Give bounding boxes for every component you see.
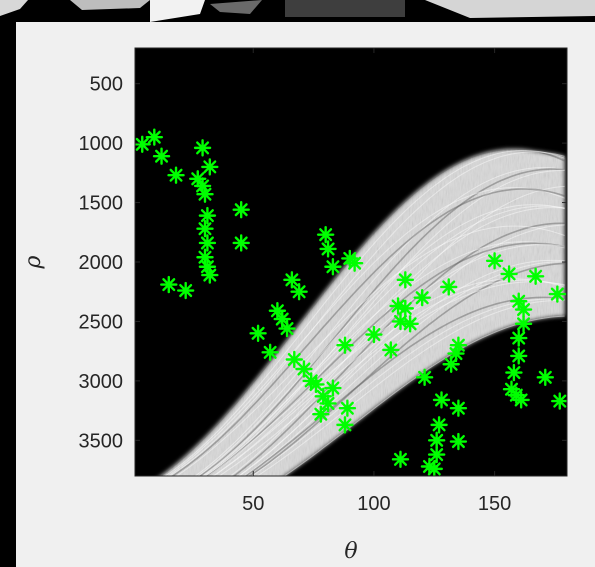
peak-marker <box>510 329 528 347</box>
y-tick-label: 500 <box>90 74 123 96</box>
y-axis-label: ρ <box>21 255 46 269</box>
peak-marker <box>449 432 468 451</box>
peak-marker <box>427 431 446 450</box>
peak-marker <box>425 460 443 476</box>
x-axis-ticks: 50 100 150 <box>242 48 511 515</box>
peak-marker <box>396 271 415 289</box>
peak-marker <box>336 336 354 354</box>
peak-marker <box>514 315 533 333</box>
y-tick-label: 3000 <box>79 371 124 393</box>
peak-marker <box>312 405 330 423</box>
peak-marker <box>548 285 567 303</box>
peak-marker <box>449 336 468 354</box>
peak-marker <box>485 252 504 270</box>
peak-marker <box>324 258 342 276</box>
peak-marker <box>295 360 313 378</box>
peak-marker <box>391 450 410 469</box>
peak-marker <box>145 128 164 146</box>
figure-panel: 50 100 150 500 1000 1500 2000 2500 3000 3500 θ ρ <box>16 22 595 567</box>
peak-marker <box>290 283 308 301</box>
peak-marker <box>338 399 357 417</box>
peak-marker <box>336 416 354 434</box>
peak-markers <box>135 128 567 476</box>
y-tick-label: 2000 <box>79 252 124 274</box>
peak-marker <box>365 325 383 344</box>
y-axis-ticks: 500 1000 1500 2000 2500 3000 3500 <box>79 74 567 452</box>
peak-marker <box>196 185 214 203</box>
image-strip-top <box>0 0 595 22</box>
peak-marker <box>283 271 301 289</box>
peak-marker <box>307 375 325 394</box>
x-tick-label: 150 <box>478 493 511 515</box>
peak-marker <box>442 355 460 373</box>
peak-marker <box>551 392 567 410</box>
peak-marker <box>382 341 400 359</box>
peak-marker <box>449 399 468 417</box>
peak-marker <box>167 166 185 184</box>
peak-marker <box>160 275 178 294</box>
image-strip-graphic <box>0 0 595 22</box>
peak-marker <box>401 315 419 333</box>
peak-marker <box>232 200 250 219</box>
peak-marker <box>514 300 533 319</box>
peak-marker <box>432 391 451 409</box>
peak-marker <box>152 147 171 165</box>
peak-marker <box>261 343 279 362</box>
hough-accumulator-image <box>159 148 565 476</box>
peak-marker <box>505 363 523 382</box>
y-tick-label: 1500 <box>79 193 124 215</box>
peak-marker <box>201 158 219 176</box>
peak-marker <box>135 135 151 154</box>
peak-marker <box>526 267 545 285</box>
peak-marker <box>198 234 217 252</box>
peak-marker <box>201 266 219 284</box>
peak-marker <box>430 416 448 434</box>
peak-marker <box>198 206 217 225</box>
peak-marker <box>324 379 342 397</box>
peak-marker <box>427 445 446 464</box>
peak-marker <box>319 394 337 413</box>
x-tick-label: 100 <box>357 493 390 515</box>
peak-marker <box>249 324 267 343</box>
peak-marker <box>440 278 458 296</box>
peak-marker <box>316 225 335 244</box>
peak-marker <box>345 254 364 272</box>
peak-marker <box>176 281 195 300</box>
peak-marker <box>396 299 415 318</box>
peak-marker <box>193 139 212 157</box>
peak-marker <box>189 170 207 188</box>
x-axis-label: θ <box>344 539 357 564</box>
peak-marker <box>415 368 434 387</box>
peak-marker <box>413 288 431 307</box>
y-tick-label: 2500 <box>79 311 124 333</box>
peak-marker <box>536 368 554 387</box>
x-tick-label: 50 <box>242 493 264 515</box>
y-tick-label: 1000 <box>79 133 124 155</box>
peak-marker <box>500 265 518 283</box>
peak-marker <box>278 319 296 338</box>
peak-marker <box>196 220 214 238</box>
peak-marker <box>510 347 528 365</box>
peak-marker <box>319 240 337 258</box>
peak-marker <box>512 391 530 409</box>
y-tick-label: 3500 <box>79 430 124 452</box>
peak-marker <box>232 234 250 252</box>
hough-chart: 50 100 150 500 1000 1500 2000 2500 3000 3500 θ ρ <box>21 47 568 564</box>
